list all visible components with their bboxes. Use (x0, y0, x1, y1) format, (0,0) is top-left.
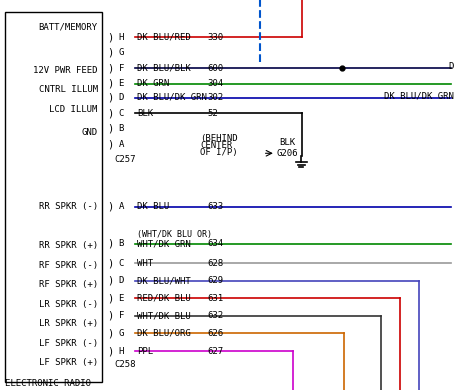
Text: ): ) (108, 63, 114, 73)
Text: C: C (119, 259, 124, 268)
Text: G206: G206 (277, 149, 298, 158)
Text: B: B (119, 124, 124, 133)
Text: A: A (119, 202, 124, 211)
Text: (BEHIND: (BEHIND (200, 134, 238, 143)
Text: D: D (448, 62, 453, 71)
Text: WHT/DK BLU: WHT/DK BLU (137, 311, 191, 321)
Text: CENTER: CENTER (200, 141, 232, 150)
Text: 626: 626 (207, 329, 223, 338)
Text: ): ) (108, 32, 114, 42)
Text: ): ) (108, 328, 114, 339)
Text: ): ) (108, 293, 114, 303)
Text: C257: C257 (114, 155, 135, 165)
Text: E: E (119, 79, 124, 89)
Text: DK BLU/BLK: DK BLU/BLK (137, 64, 191, 73)
Text: B: B (119, 239, 124, 248)
Text: ): ) (108, 79, 114, 89)
Text: 304: 304 (207, 79, 223, 89)
Text: DK BLU/ORG: DK BLU/ORG (137, 329, 191, 338)
Text: G: G (119, 48, 124, 57)
Text: GND: GND (81, 128, 98, 137)
Text: WHT/DK GRN: WHT/DK GRN (137, 239, 191, 248)
Text: DK BLU/DK GRN: DK BLU/DK GRN (137, 93, 207, 102)
Text: DK BLU/RED: DK BLU/RED (137, 32, 191, 42)
Text: LCD ILLUM: LCD ILLUM (49, 105, 98, 114)
Text: DK BLU/DK GRN: DK BLU/DK GRN (384, 91, 453, 100)
Text: RR SPKR (+): RR SPKR (+) (39, 241, 98, 250)
Text: 634: 634 (207, 239, 223, 248)
Text: DK BLU: DK BLU (137, 202, 169, 211)
Text: (WHT/DK BLU OR): (WHT/DK BLU OR) (137, 229, 212, 239)
Text: ): ) (108, 346, 114, 356)
Text: H: H (119, 32, 124, 42)
Text: 628: 628 (207, 259, 223, 268)
Text: BATT/MEMORY: BATT/MEMORY (39, 23, 98, 32)
Text: D: D (119, 276, 124, 285)
Text: OF I/P): OF I/P) (200, 148, 238, 157)
Text: DK GRN: DK GRN (137, 79, 169, 89)
Text: ): ) (108, 202, 114, 212)
Text: 632: 632 (207, 311, 223, 321)
Text: 627: 627 (207, 346, 223, 356)
Text: ): ) (108, 48, 114, 58)
Text: F: F (119, 311, 124, 321)
Text: F: F (119, 64, 124, 73)
Text: BLK: BLK (137, 108, 153, 118)
Text: RR SPKR (-): RR SPKR (-) (39, 202, 98, 211)
Text: C258: C258 (114, 360, 135, 369)
Text: ): ) (108, 92, 114, 103)
Text: PPL: PPL (137, 346, 153, 356)
Text: LR SPKR (-): LR SPKR (-) (39, 300, 98, 309)
Text: H: H (119, 346, 124, 356)
Text: ): ) (108, 124, 114, 134)
Text: C: C (119, 108, 124, 118)
Text: D: D (119, 93, 124, 102)
Text: 52: 52 (207, 108, 218, 118)
Text: 633: 633 (207, 202, 223, 211)
Text: ): ) (108, 258, 114, 268)
Text: ): ) (108, 276, 114, 286)
Text: ): ) (108, 239, 114, 249)
Text: DK BLU/WHT: DK BLU/WHT (137, 276, 191, 285)
FancyBboxPatch shape (5, 12, 102, 382)
Text: A: A (119, 140, 124, 149)
Text: LF SPKR (-): LF SPKR (-) (39, 339, 98, 348)
Text: ELECTRONIC RADIO: ELECTRONIC RADIO (5, 379, 91, 388)
Text: ): ) (108, 108, 114, 118)
Text: LR SPKR (+): LR SPKR (+) (39, 319, 98, 328)
Text: RF SPKR (+): RF SPKR (+) (39, 280, 98, 289)
Text: LF SPKR (+): LF SPKR (+) (39, 358, 98, 367)
Text: ): ) (108, 139, 114, 149)
Text: 330: 330 (207, 32, 223, 42)
Text: E: E (119, 294, 124, 303)
Text: RED/DK BLU: RED/DK BLU (137, 294, 191, 303)
Text: ): ) (108, 311, 114, 321)
Text: 12V PWR FEED: 12V PWR FEED (33, 66, 98, 75)
Text: 600: 600 (207, 64, 223, 73)
Text: WHT: WHT (137, 259, 153, 268)
Text: CNTRL ILLUM: CNTRL ILLUM (39, 85, 98, 94)
Text: RF SPKR (-): RF SPKR (-) (39, 261, 98, 270)
Text: BLK: BLK (279, 138, 295, 147)
Text: 629: 629 (207, 276, 223, 285)
Text: 631: 631 (207, 294, 223, 303)
Text: G: G (119, 329, 124, 338)
Text: 302: 302 (207, 93, 223, 102)
